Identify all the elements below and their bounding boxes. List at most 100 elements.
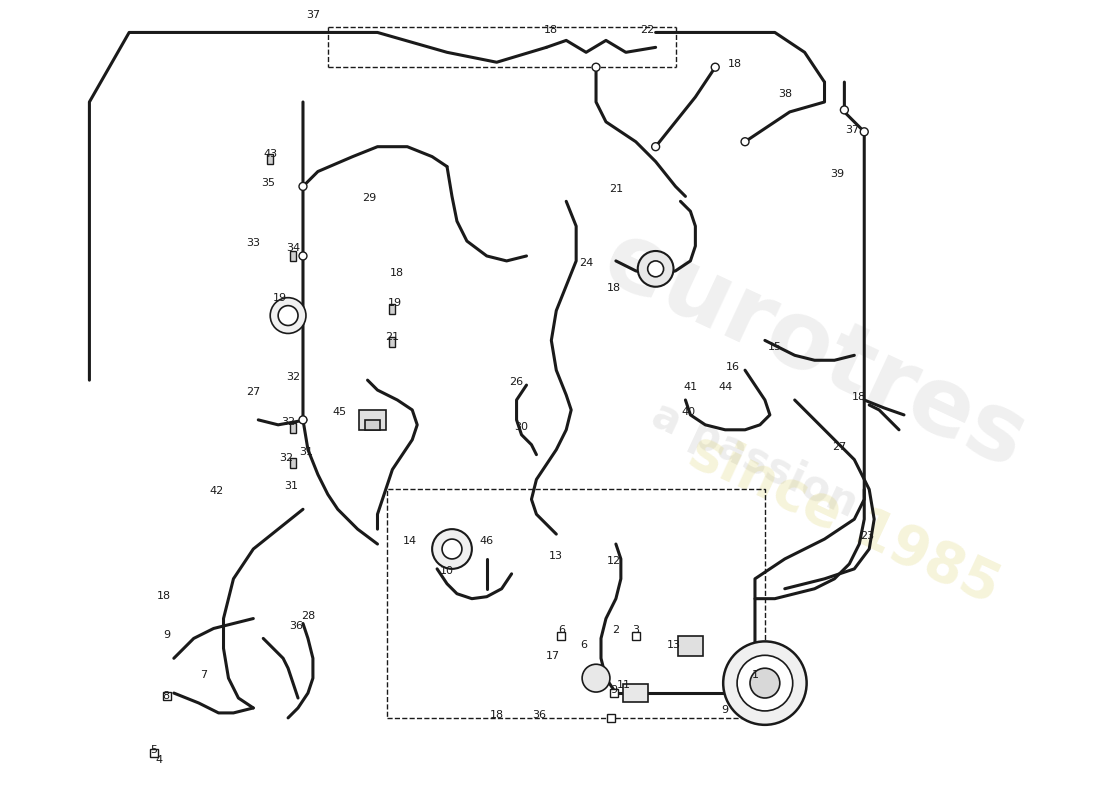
Text: a passion: a passion (646, 394, 865, 526)
Text: 18: 18 (607, 282, 621, 293)
Text: 18: 18 (390, 268, 405, 278)
Text: 34: 34 (286, 243, 300, 253)
Bar (389, 338, 395, 347)
Text: 1: 1 (751, 670, 759, 680)
Text: 4: 4 (155, 754, 163, 765)
Text: 44: 44 (718, 382, 733, 392)
Text: 39: 39 (830, 169, 845, 178)
Text: 27: 27 (833, 442, 847, 452)
Text: 14: 14 (404, 536, 417, 546)
Text: 6: 6 (581, 640, 587, 650)
Text: 21: 21 (385, 333, 399, 342)
Circle shape (271, 298, 306, 334)
Bar (359, 410, 386, 430)
Circle shape (648, 261, 663, 277)
Text: 15: 15 (768, 342, 782, 352)
Text: 30: 30 (515, 422, 528, 432)
Bar (150, 749, 158, 757)
Text: 28: 28 (300, 610, 315, 621)
Bar (163, 692, 170, 700)
Text: 10: 10 (440, 566, 454, 576)
Text: 37: 37 (306, 10, 320, 19)
Circle shape (741, 138, 749, 146)
Circle shape (638, 251, 673, 286)
Text: 13: 13 (667, 640, 681, 650)
Text: 22: 22 (640, 26, 654, 35)
Text: 18: 18 (544, 26, 559, 35)
Bar (290, 458, 296, 467)
Bar (365, 420, 380, 430)
Bar (607, 714, 615, 722)
Circle shape (442, 539, 462, 559)
Circle shape (299, 416, 307, 424)
Text: 5: 5 (151, 745, 157, 754)
Bar (290, 251, 296, 261)
Text: 41: 41 (683, 382, 697, 392)
Bar (389, 304, 395, 314)
Text: 35: 35 (261, 178, 275, 189)
Text: 18: 18 (490, 710, 504, 720)
Circle shape (651, 142, 660, 150)
Text: 19: 19 (388, 298, 403, 308)
Circle shape (860, 128, 868, 136)
Text: 36: 36 (532, 710, 547, 720)
Circle shape (592, 63, 600, 71)
Text: 45: 45 (332, 407, 346, 417)
Text: 9: 9 (722, 705, 728, 715)
Text: 27: 27 (246, 387, 261, 397)
Circle shape (299, 182, 307, 190)
Text: 40: 40 (681, 407, 695, 417)
Text: 26: 26 (509, 377, 524, 387)
Text: 23: 23 (860, 531, 875, 541)
Bar (609, 689, 618, 697)
Bar (290, 423, 296, 433)
Circle shape (278, 306, 298, 326)
Text: 29: 29 (362, 194, 376, 203)
Text: 7: 7 (200, 670, 207, 680)
Bar (631, 633, 640, 640)
Text: 19: 19 (273, 293, 287, 302)
Text: 8: 8 (163, 691, 169, 701)
Text: 31: 31 (299, 446, 314, 457)
Text: 18: 18 (852, 392, 867, 402)
Text: 46: 46 (480, 536, 494, 546)
Circle shape (750, 668, 780, 698)
Text: 17: 17 (547, 651, 560, 662)
Circle shape (737, 655, 793, 711)
Text: 36: 36 (289, 622, 302, 631)
Circle shape (299, 252, 307, 260)
Text: 18: 18 (157, 590, 170, 601)
Text: 3: 3 (632, 626, 639, 635)
Text: 32: 32 (279, 453, 294, 462)
Text: 24: 24 (579, 258, 593, 268)
Text: 11: 11 (617, 680, 630, 690)
Bar (267, 154, 273, 163)
Text: 2: 2 (613, 626, 619, 635)
Text: 32: 32 (280, 417, 295, 427)
Text: 32: 32 (286, 372, 300, 382)
Circle shape (723, 642, 806, 725)
Text: 37: 37 (845, 125, 859, 134)
Text: 18: 18 (728, 59, 743, 70)
Bar (387, 490, 764, 718)
Circle shape (582, 664, 609, 692)
Text: 16: 16 (726, 362, 740, 372)
Text: 12: 12 (607, 556, 621, 566)
Text: 33: 33 (246, 238, 261, 248)
Bar (558, 633, 565, 640)
Text: 31: 31 (284, 482, 298, 491)
Text: 42: 42 (209, 486, 223, 496)
Circle shape (432, 529, 472, 569)
Text: 9: 9 (610, 685, 617, 695)
Text: 43: 43 (263, 149, 277, 158)
Text: 6: 6 (558, 626, 564, 635)
Text: since 1985: since 1985 (681, 424, 1008, 614)
Circle shape (712, 63, 719, 71)
Text: eurotres: eurotres (588, 213, 1041, 488)
Text: 9: 9 (163, 630, 170, 641)
Text: 21: 21 (608, 185, 623, 194)
Bar (624, 684, 648, 702)
Text: 13: 13 (549, 551, 563, 561)
Text: 38: 38 (778, 89, 792, 99)
Bar (678, 637, 703, 656)
